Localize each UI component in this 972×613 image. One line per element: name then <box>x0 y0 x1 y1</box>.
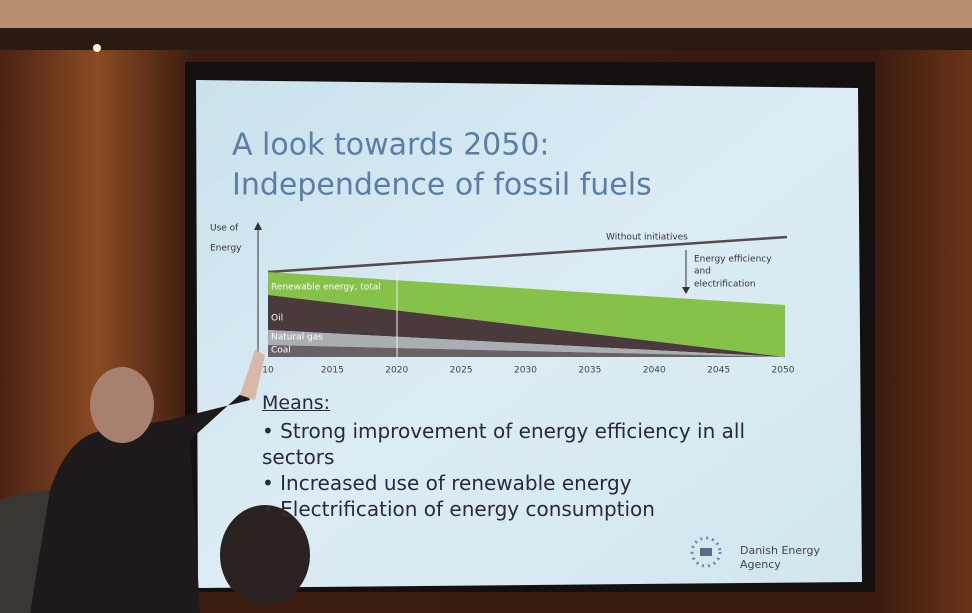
presenter-hand <box>240 350 265 400</box>
y-label: Use of <box>210 224 239 234</box>
series-label: Coal <box>271 346 291 356</box>
title-line: Independence of fossil fuels <box>232 168 652 203</box>
x-label: 10 <box>262 366 274 376</box>
logo-text: Danish Energy <box>740 544 820 557</box>
spotlight <box>93 44 101 52</box>
bullet: • Electrification of energy consumption <box>262 497 655 521</box>
arrow <box>254 222 262 230</box>
logo-crown <box>700 548 712 556</box>
bullet-text: Increased use of renewable energy <box>280 471 632 495</box>
x-label: 2045 <box>707 366 730 376</box>
trend-line <box>267 235 788 274</box>
rail <box>0 28 972 50</box>
bullet-text: Electrification of energy consumption <box>280 497 655 521</box>
annotation: Without initiatives <box>606 233 688 243</box>
annotation: Energy efficiency <box>694 255 772 265</box>
means-heading: Means: <box>262 392 331 414</box>
x-label: 2040 <box>643 366 666 376</box>
annotation: and <box>694 267 711 277</box>
x-label: 2035 <box>578 366 601 376</box>
x-label: 2015 <box>321 366 344 376</box>
x-label: 2050 <box>772 366 795 376</box>
ceiling <box>0 0 972 28</box>
series-label: Oil <box>271 314 283 324</box>
x-label: 2025 <box>450 366 473 376</box>
x-labels: 10 2015 2020 2025 2030 2035 2040 2045 2050 <box>262 366 794 376</box>
annotation: electrification <box>694 280 756 290</box>
x-label: 2030 <box>514 366 537 376</box>
series-label: Natural gas <box>271 333 323 343</box>
arrow <box>682 287 690 294</box>
bullet: • Increased use of renewable energy <box>262 471 632 495</box>
title-line: A look towards 2050: <box>232 128 550 163</box>
presenter-head <box>90 367 154 443</box>
logo-mark <box>690 536 722 568</box>
y-label: Energy <box>210 244 242 254</box>
presenter <box>30 390 250 613</box>
bullet-text: Strong improvement of energy efficiency … <box>262 419 745 469</box>
audience-head <box>220 505 310 605</box>
logo-text: Agency <box>740 558 781 571</box>
bullet: • Strong improvement of energy efficienc… <box>262 419 745 469</box>
series-label: Renewable energy, total <box>271 283 381 293</box>
x-label: 2020 <box>385 366 408 376</box>
